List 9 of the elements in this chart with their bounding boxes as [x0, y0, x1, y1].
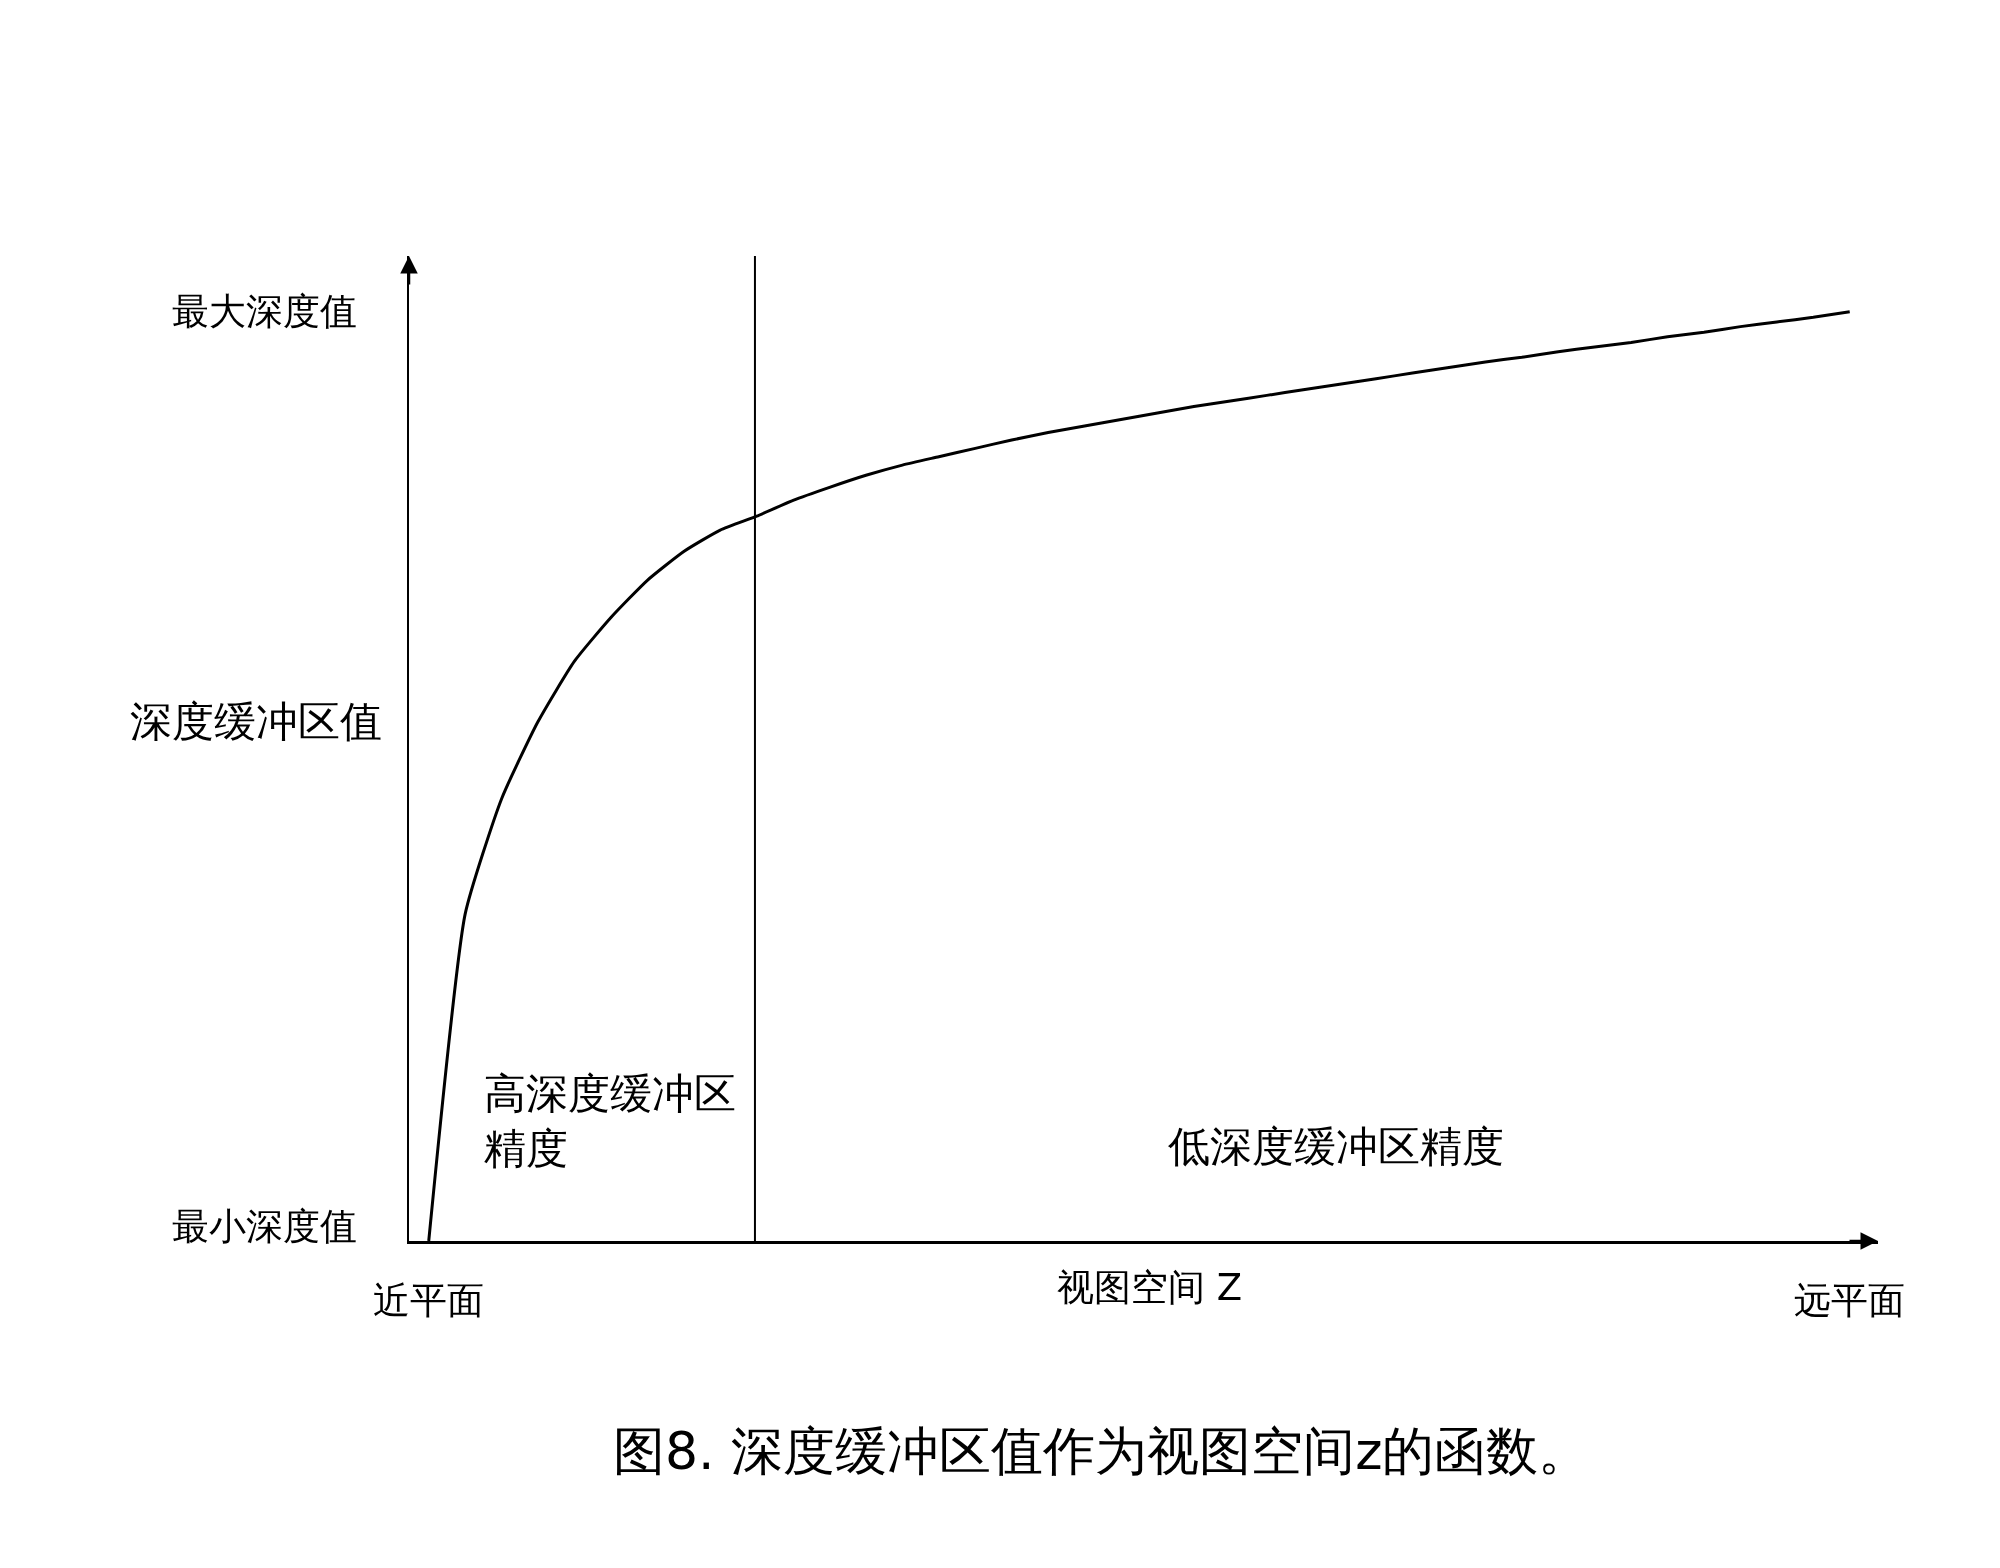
text: 最小深度值 — [172, 1205, 357, 1248]
x-tick-label: 近平面 — [373, 1278, 485, 1322]
caption: 图8. 深度缓冲区值作为视图空间z的函数。 — [613, 1421, 1591, 1481]
x-tick-label: 远平面 — [1794, 1278, 1906, 1322]
x-axis-title: 视图空间 Z — [1057, 1266, 1243, 1309]
text: 最大深度值 — [172, 290, 357, 333]
annotation: 高深度缓冲区精度 — [484, 1069, 736, 1173]
y-axis-title: 深度缓冲区值 — [130, 697, 382, 746]
annotation: 低深度缓冲区精度 — [1168, 1122, 1504, 1171]
